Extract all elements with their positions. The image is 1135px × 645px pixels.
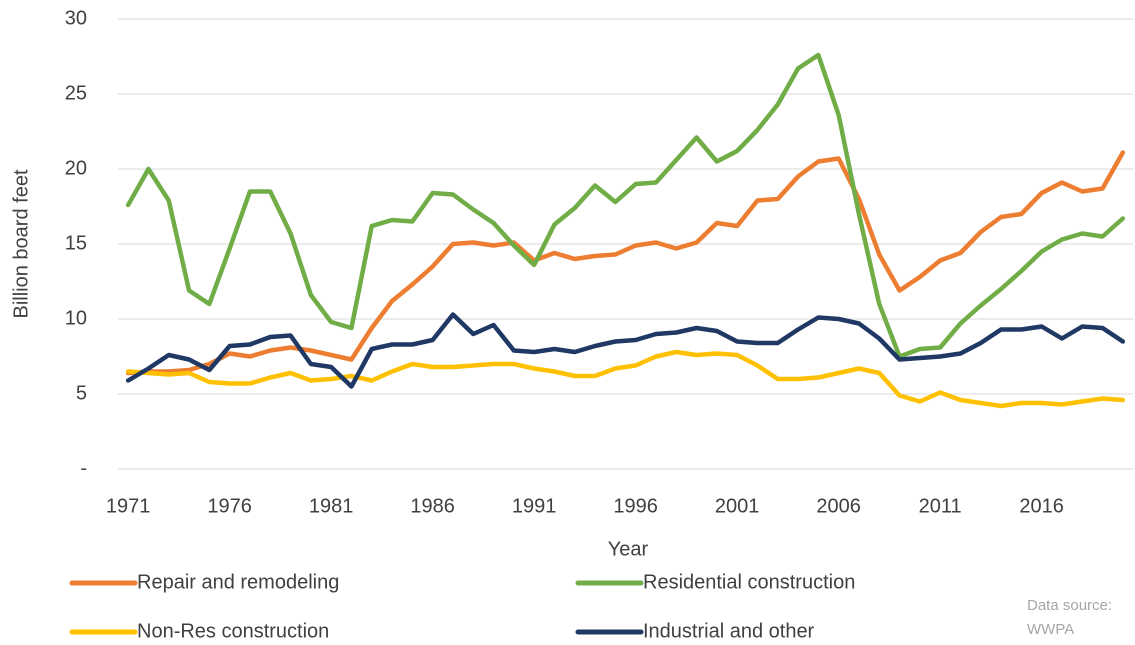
x-tick-label: 1996 — [613, 495, 658, 517]
x-tick-label: 2016 — [1019, 495, 1064, 517]
source-label: Data source: — [1027, 597, 1112, 614]
series-line — [125, 52, 1126, 359]
x-tick-label: 1976 — [207, 495, 252, 517]
x-tick-label: 1991 — [512, 495, 557, 517]
y-tick-label: - — [80, 457, 87, 479]
series-line — [125, 312, 1126, 389]
series-line — [125, 150, 1126, 376]
legend-label: Residential construction — [643, 571, 855, 593]
source: WWPA — [1027, 621, 1074, 638]
x-tick-label: 1981 — [309, 495, 354, 517]
x-tick-label: 2006 — [816, 495, 861, 517]
y-tick-label: 10 — [65, 307, 87, 329]
x-tick-label: 2001 — [715, 495, 760, 517]
x-tick-label: 2011 — [919, 495, 962, 517]
y-axis-label: Billion board feet — [10, 169, 32, 318]
x-tick-label: 1971 — [106, 495, 151, 517]
series-line — [125, 349, 1126, 409]
y-tick-label: 25 — [65, 82, 87, 104]
x-tick-label: 1986 — [410, 495, 455, 517]
legend-label: Repair and remodeling — [137, 571, 339, 593]
y-tick-label: 15 — [65, 232, 87, 254]
x-axis-label: Year — [608, 538, 649, 560]
y-tick-label: 20 — [65, 157, 87, 179]
y-tick-label: 30 — [65, 7, 87, 29]
y-tick-label: 5 — [76, 382, 87, 404]
legend-label: Industrial and other — [643, 620, 815, 642]
legend-label: Non-Res construction — [137, 620, 329, 642]
